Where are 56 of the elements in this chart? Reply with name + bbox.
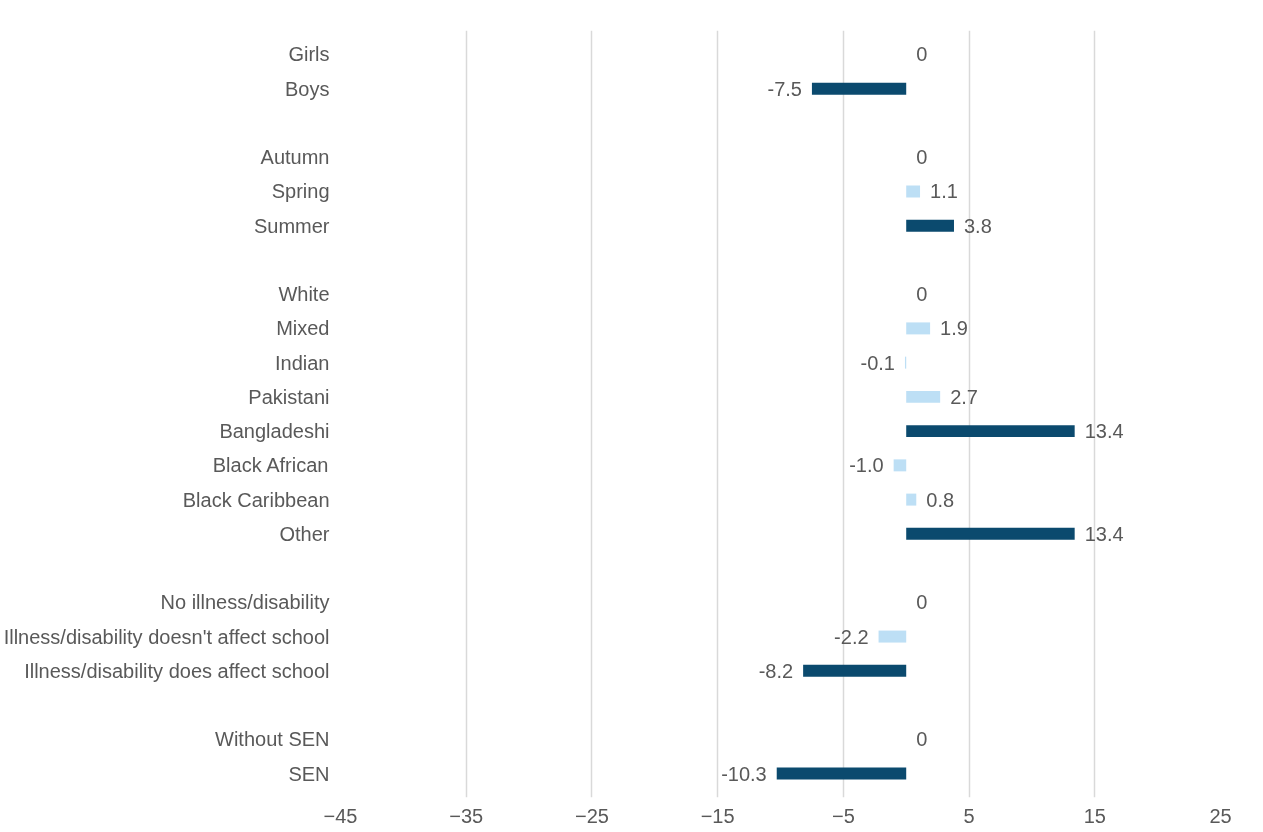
- data-label: 0.8: [926, 488, 955, 511]
- y-tick-label: Summer: [253, 214, 330, 237]
- data-label: 1.9: [940, 317, 968, 340]
- y-tick-label: Illness/disability does affect school: [24, 659, 330, 682]
- bar: [906, 185, 921, 198]
- bar: [906, 493, 917, 506]
- y-tick-label: Black Caribbean: [182, 488, 330, 511]
- y-tick-label: Spring: [271, 180, 330, 203]
- y-tick-label: Other: [279, 522, 330, 545]
- data-label: 3.8: [963, 214, 992, 237]
- y-tick-label: Boys: [285, 77, 330, 100]
- data-label: 13.4: [1084, 522, 1124, 545]
- data-label: 0: [916, 43, 928, 66]
- bar: [906, 219, 954, 232]
- x-tick-label: 5: [963, 804, 975, 827]
- y-tick-label: SEN: [288, 762, 330, 785]
- data-label: 0: [916, 728, 928, 751]
- x-tick-label: −35: [449, 804, 484, 827]
- data-label: 1.1: [930, 180, 958, 203]
- data-label: 0: [916, 283, 928, 306]
- bar: [906, 322, 931, 335]
- data-label: -0.1: [860, 351, 895, 374]
- data-label: 0: [916, 591, 928, 614]
- data-label: 0: [916, 146, 928, 169]
- bar: [776, 767, 907, 780]
- y-tick-label: Illness/disability doesn't affect school: [3, 625, 330, 648]
- y-tick-label: Black African: [212, 454, 329, 477]
- data-label: 2.7: [950, 385, 978, 408]
- x-tick-label: 15: [1083, 804, 1106, 827]
- y-tick-label: Indian: [275, 351, 330, 374]
- x-tick-label: −25: [574, 804, 609, 827]
- y-tick-label: Mixed: [276, 317, 330, 340]
- x-tick-label: −15: [700, 804, 735, 827]
- y-tick-label: Pakistani: [248, 385, 330, 408]
- bar: [803, 664, 907, 677]
- bar: [906, 527, 1075, 540]
- data-label: 13.4: [1084, 420, 1124, 443]
- data-label: -10.3: [721, 762, 767, 785]
- data-label: -7.5: [767, 77, 802, 100]
- y-tick-label: Without SEN: [215, 728, 330, 751]
- x-tick-label: −5: [831, 804, 855, 827]
- data-label: -2.2: [834, 625, 869, 648]
- y-tick-label: Autumn: [260, 146, 330, 169]
- x-tick-label: −45: [323, 804, 358, 827]
- bar: [878, 630, 907, 643]
- bar: [906, 425, 1075, 438]
- bar: [811, 82, 907, 95]
- bar: [906, 390, 941, 403]
- data-label: -8.2: [758, 659, 794, 682]
- y-tick-label: Bangladeshi: [219, 420, 330, 443]
- y-tick-label: White: [278, 283, 330, 306]
- y-tick-label: No illness/disability: [160, 591, 330, 614]
- data-label: -1.0: [849, 454, 884, 477]
- bar: [893, 459, 907, 472]
- y-tick-label: Girls: [288, 43, 330, 66]
- x-tick-label: 25: [1209, 804, 1232, 827]
